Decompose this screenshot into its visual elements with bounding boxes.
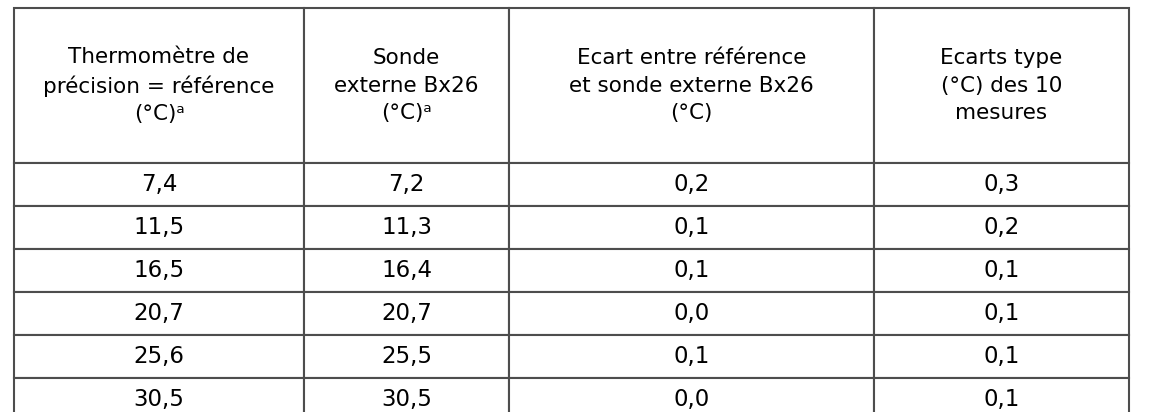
Bar <box>304 249 509 292</box>
Bar <box>304 8 509 163</box>
Text: 0,2: 0,2 <box>673 173 709 196</box>
Bar <box>304 163 509 206</box>
Bar <box>509 163 874 206</box>
Text: 30,5: 30,5 <box>381 388 432 411</box>
Text: 0,1: 0,1 <box>983 345 1020 368</box>
Bar <box>14 163 304 206</box>
Bar <box>14 249 304 292</box>
Bar <box>14 206 304 249</box>
Text: 0,1: 0,1 <box>673 345 709 368</box>
Bar <box>304 335 509 378</box>
Text: Sonde
externe Bx26
(°C)ᵃ: Sonde externe Bx26 (°C)ᵃ <box>334 48 479 123</box>
Text: 11,5: 11,5 <box>133 216 184 239</box>
Bar <box>509 8 874 163</box>
Bar <box>874 249 1129 292</box>
Bar <box>14 292 304 335</box>
Text: Ecarts type
(°C) des 10
mesures: Ecarts type (°C) des 10 mesures <box>940 48 1063 123</box>
Text: 7,2: 7,2 <box>388 173 424 196</box>
Text: Thermomètre de
précision = référence
(°C)ᵃ: Thermomètre de précision = référence (°C… <box>43 47 275 124</box>
Text: Ecart entre référence
et sonde externe Bx26
(°C): Ecart entre référence et sonde externe B… <box>569 48 814 123</box>
Bar <box>509 249 874 292</box>
Text: 11,3: 11,3 <box>381 216 432 239</box>
Text: 0,2: 0,2 <box>983 216 1020 239</box>
Bar <box>874 8 1129 163</box>
Text: 0,1: 0,1 <box>673 216 709 239</box>
Text: 25,6: 25,6 <box>133 345 184 368</box>
Bar <box>874 163 1129 206</box>
Bar <box>874 378 1129 412</box>
Bar <box>509 292 874 335</box>
Bar <box>509 206 874 249</box>
Bar <box>304 378 509 412</box>
Text: 7,4: 7,4 <box>140 173 177 196</box>
Text: 0,1: 0,1 <box>983 302 1020 325</box>
Text: 16,5: 16,5 <box>133 259 184 282</box>
Text: 25,5: 25,5 <box>381 345 432 368</box>
Bar <box>509 335 874 378</box>
Text: 20,7: 20,7 <box>381 302 432 325</box>
Bar <box>874 292 1129 335</box>
Text: 0,1: 0,1 <box>983 259 1020 282</box>
Bar <box>14 335 304 378</box>
Text: 0,3: 0,3 <box>983 173 1020 196</box>
Bar <box>874 206 1129 249</box>
Bar <box>874 335 1129 378</box>
Bar <box>14 378 304 412</box>
Text: 0,1: 0,1 <box>983 388 1020 411</box>
Bar <box>304 206 509 249</box>
Bar <box>14 8 304 163</box>
Text: 20,7: 20,7 <box>133 302 184 325</box>
Text: 0,0: 0,0 <box>673 302 709 325</box>
Text: 0,0: 0,0 <box>673 388 709 411</box>
Bar <box>304 292 509 335</box>
Text: 30,5: 30,5 <box>133 388 184 411</box>
Text: 0,1: 0,1 <box>673 259 709 282</box>
Bar <box>509 378 874 412</box>
Text: 16,4: 16,4 <box>381 259 432 282</box>
